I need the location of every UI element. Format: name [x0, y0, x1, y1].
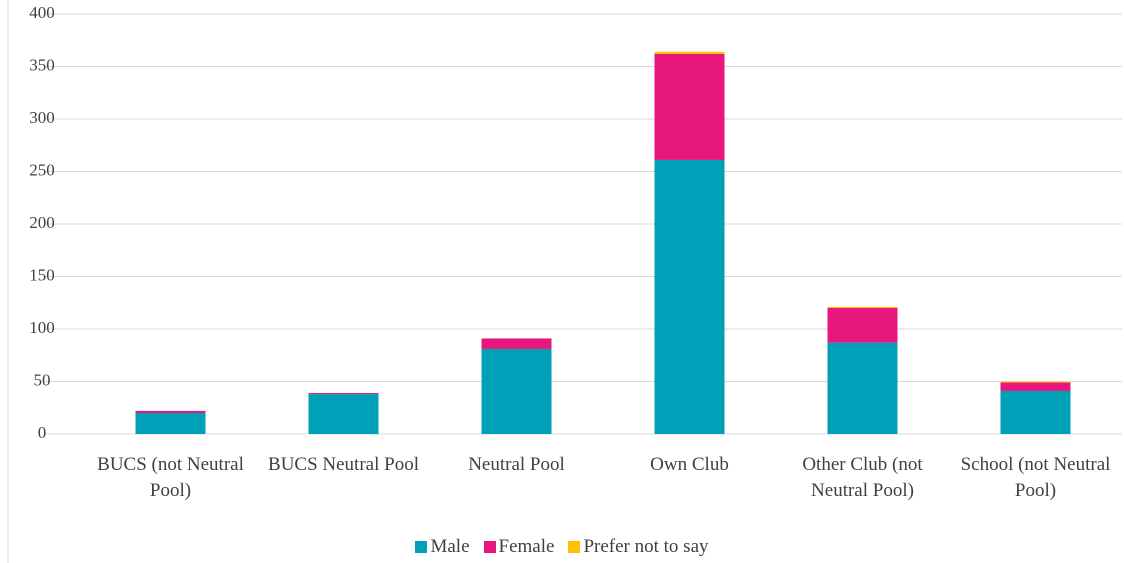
- y-tick-label: 150: [29, 265, 55, 284]
- y-tick-label: 200: [29, 213, 55, 232]
- y-tick-label: 350: [29, 55, 55, 74]
- x-tick-label: School (not Neutral Pool): [960, 454, 1111, 501]
- legend-item: Male: [415, 536, 470, 558]
- bar-segment: [308, 393, 379, 395]
- x-tick-label: Neutral Pool: [468, 454, 565, 475]
- bar-segment: [481, 338, 552, 349]
- y-tick-label: 250: [29, 160, 55, 179]
- bar-segment: [654, 53, 725, 160]
- bar-segment: [135, 413, 206, 434]
- bar-segment: [1000, 381, 1071, 383]
- x-tick-label: Own Club: [650, 454, 729, 475]
- legend-item: Prefer not to say: [568, 536, 709, 558]
- legend-label: Male: [430, 536, 470, 557]
- x-tick-label: BUCS Neutral Pool: [268, 454, 419, 475]
- bar-segment: [827, 308, 898, 343]
- bar-segment: [827, 306, 898, 308]
- legend-swatch: [568, 541, 581, 553]
- bar-segment: [654, 51, 725, 54]
- y-tick-label: 100: [29, 318, 55, 337]
- x-tick-label: BUCS (not Neutral Pool): [97, 454, 244, 501]
- legend-label: Female: [498, 536, 555, 557]
- y-tick-label: 0: [38, 423, 47, 442]
- bar-segment: [1000, 390, 1071, 434]
- bar-segment: [481, 348, 552, 434]
- y-tick-label: 50: [34, 370, 51, 389]
- legend-swatch: [415, 541, 428, 553]
- legend: Male Female Prefer not to say: [0, 536, 1124, 558]
- legend-label: Prefer not to say: [583, 536, 709, 557]
- legend-item: Female: [483, 536, 555, 558]
- bar-segment: [827, 342, 898, 434]
- bar-segment: [308, 394, 379, 434]
- legend-swatch: [483, 541, 496, 553]
- bar-segment: [654, 159, 725, 434]
- y-tick-label: 400: [29, 3, 55, 22]
- bar-segment: [135, 410, 206, 413]
- x-tick-label: Other Club (not Neutral Pool): [802, 454, 923, 501]
- y-tick-label: 300: [29, 108, 55, 127]
- bar-segment: [1000, 382, 1071, 391]
